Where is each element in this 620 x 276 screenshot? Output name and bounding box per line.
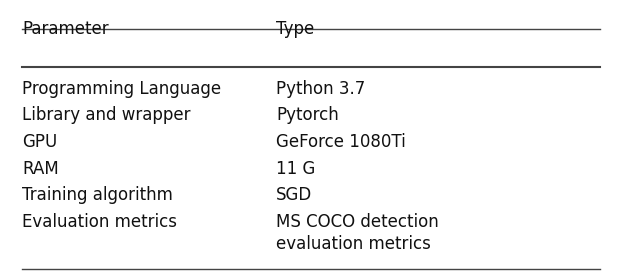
Text: Parameter: Parameter — [22, 20, 108, 38]
Text: Training algorithm: Training algorithm — [22, 186, 173, 204]
Text: Pytorch: Pytorch — [277, 107, 339, 124]
Text: Programming Language: Programming Language — [22, 80, 221, 98]
Text: MS COCO detection
evaluation metrics: MS COCO detection evaluation metrics — [277, 213, 439, 253]
Text: Evaluation metrics: Evaluation metrics — [22, 213, 177, 230]
Text: 11 G: 11 G — [277, 160, 316, 177]
Text: Type: Type — [277, 20, 314, 38]
Text: Library and wrapper: Library and wrapper — [22, 107, 190, 124]
Text: GPU: GPU — [22, 133, 57, 151]
Text: Python 3.7: Python 3.7 — [277, 80, 366, 98]
Text: RAM: RAM — [22, 160, 59, 177]
Text: SGD: SGD — [277, 186, 312, 204]
Text: GeForce 1080Ti: GeForce 1080Ti — [277, 133, 406, 151]
